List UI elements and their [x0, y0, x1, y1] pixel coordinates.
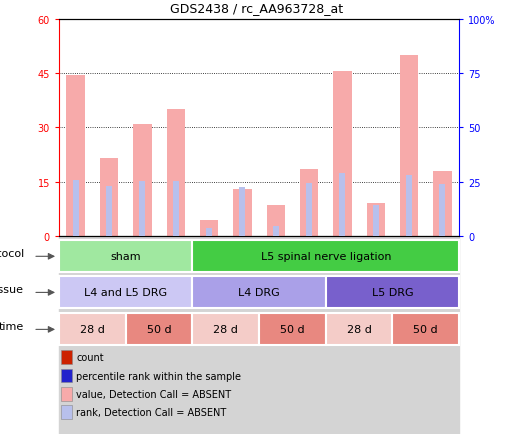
Bar: [273, 227, 279, 237]
Bar: [367, 204, 385, 237]
Bar: [306, 183, 312, 237]
Bar: [192, 277, 326, 309]
Bar: [159, 237, 192, 434]
Bar: [126, 314, 192, 345]
Text: L4 and L5 DRG: L4 and L5 DRG: [84, 288, 167, 298]
Bar: [326, 277, 459, 309]
Bar: [400, 56, 418, 237]
Bar: [326, 237, 359, 434]
Bar: [140, 181, 145, 237]
Bar: [61, 369, 72, 383]
Bar: [59, 241, 192, 273]
Text: L5 DRG: L5 DRG: [371, 288, 413, 298]
Text: GDS2438 / rc_AA963728_at: GDS2438 / rc_AA963728_at: [170, 2, 343, 15]
Text: 28 d: 28 d: [213, 325, 238, 335]
Bar: [426, 237, 459, 434]
Bar: [240, 187, 245, 237]
Bar: [61, 387, 72, 401]
Bar: [106, 187, 112, 237]
Bar: [192, 241, 459, 273]
Text: tissue: tissue: [0, 284, 24, 294]
Text: percentile rank within the sample: percentile rank within the sample: [76, 371, 241, 381]
Bar: [440, 184, 445, 237]
Text: 28 d: 28 d: [347, 325, 371, 335]
Bar: [167, 110, 185, 237]
Text: 28 d: 28 d: [80, 325, 105, 335]
Bar: [392, 237, 426, 434]
Text: rank, Detection Call = ABSENT: rank, Detection Call = ABSENT: [76, 407, 227, 417]
Bar: [73, 180, 78, 237]
Bar: [192, 237, 226, 434]
Text: sham: sham: [110, 252, 141, 262]
Bar: [226, 237, 259, 434]
Text: time: time: [0, 321, 24, 331]
Bar: [92, 237, 126, 434]
Bar: [326, 314, 392, 345]
Bar: [300, 170, 318, 237]
Bar: [359, 237, 392, 434]
Bar: [267, 206, 285, 237]
Bar: [259, 314, 326, 345]
Text: 50 d: 50 d: [413, 325, 438, 335]
Text: value, Detection Call = ABSENT: value, Detection Call = ABSENT: [76, 389, 231, 399]
Bar: [292, 237, 326, 434]
Bar: [200, 220, 218, 237]
Bar: [373, 205, 379, 237]
Bar: [340, 174, 345, 237]
Text: count: count: [76, 352, 104, 362]
Bar: [67, 76, 85, 237]
Bar: [61, 351, 72, 365]
Bar: [233, 190, 251, 237]
Bar: [173, 181, 179, 237]
Text: 50 d: 50 d: [147, 325, 171, 335]
Bar: [406, 176, 412, 237]
Bar: [100, 159, 118, 237]
Bar: [59, 237, 92, 434]
Bar: [192, 314, 259, 345]
Bar: [126, 237, 159, 434]
Bar: [333, 72, 351, 237]
Bar: [392, 314, 459, 345]
Bar: [433, 171, 451, 237]
Bar: [59, 314, 126, 345]
Text: L4 DRG: L4 DRG: [238, 288, 280, 298]
Text: 50 d: 50 d: [280, 325, 305, 335]
Bar: [133, 125, 151, 237]
Bar: [259, 237, 292, 434]
Text: protocol: protocol: [0, 248, 24, 258]
Bar: [61, 405, 72, 419]
Bar: [59, 277, 192, 309]
Text: L5 spinal nerve ligation: L5 spinal nerve ligation: [261, 252, 391, 262]
Bar: [206, 229, 212, 237]
